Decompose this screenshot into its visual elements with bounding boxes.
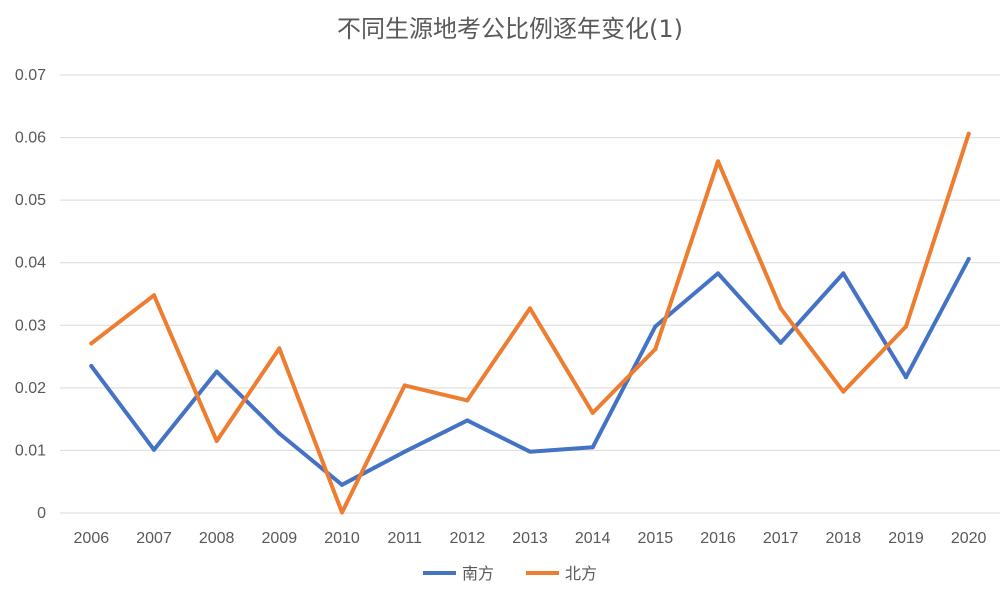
y-tick-label: 0.07	[15, 67, 46, 84]
data-point	[904, 324, 908, 329]
data-point	[841, 389, 846, 394]
y-tick-label: 0	[37, 505, 46, 522]
data-point	[402, 383, 407, 388]
x-tick-label: 2018	[826, 530, 862, 547]
data-point	[590, 445, 595, 450]
data-point	[152, 293, 156, 298]
legend: 南方 北方	[423, 564, 597, 583]
x-tick-label: 2011	[387, 530, 422, 547]
y-tick-label: 0.03	[15, 317, 46, 334]
data-point	[89, 341, 94, 346]
data-point	[152, 447, 156, 452]
data-point	[277, 431, 282, 436]
y-tick-label: 0.01	[15, 442, 46, 459]
x-tick-label: 2014	[575, 530, 611, 547]
data-point	[465, 418, 470, 423]
data-point	[966, 131, 971, 136]
x-tick-label: 2017	[763, 530, 799, 547]
x-tick-label: 2019	[888, 530, 924, 547]
series-lines	[89, 131, 971, 515]
data-point	[214, 369, 219, 374]
x-tick-label: 2015	[638, 530, 674, 547]
data-point	[89, 363, 94, 368]
x-tick-label: 2012	[450, 530, 486, 547]
data-point	[653, 324, 658, 329]
y-tick-label: 0.04	[15, 255, 46, 272]
grid-lines	[60, 74, 1000, 514]
chart-title: 不同生源地考公比例逐年变化(1)	[337, 15, 683, 43]
x-tick-label: 2009	[262, 530, 298, 547]
x-tick-label: 2006	[74, 530, 110, 547]
x-tick-label: 2008	[199, 530, 235, 547]
y-tick-label: 0.05	[15, 192, 46, 209]
x-tick-label: 2010	[324, 530, 360, 547]
legend-label: 南方	[462, 564, 494, 583]
data-point	[214, 439, 219, 444]
data-point	[904, 375, 908, 380]
legend-label: 北方	[565, 564, 597, 583]
data-point	[402, 449, 407, 454]
data-point	[528, 449, 532, 454]
data-point	[966, 256, 971, 261]
data-point	[528, 306, 532, 311]
data-point	[465, 398, 470, 403]
data-point	[716, 159, 720, 164]
y-axis-ticks: 0 0.01 0.02 0.03 0.04 0.05 0.06 0.07	[15, 67, 46, 522]
y-tick-label: 0.06	[15, 130, 46, 147]
data-point	[340, 510, 344, 515]
data-point	[590, 410, 595, 415]
x-tick-label: 2020	[951, 530, 987, 547]
data-point	[653, 347, 658, 352]
data-point	[841, 271, 846, 276]
data-point	[778, 340, 783, 345]
data-point	[778, 306, 783, 311]
x-tick-label: 2016	[700, 530, 736, 547]
data-point	[340, 482, 344, 487]
y-tick-label: 0.02	[15, 380, 46, 397]
x-tick-label: 2007	[136, 530, 172, 547]
x-axis-ticks: 2006 2007 2008 2009 2010 2011 2012 2013 2014 2015…	[74, 530, 987, 547]
x-tick-label: 2013	[512, 530, 548, 547]
series-line-1	[89, 131, 971, 515]
data-point	[716, 271, 720, 276]
data-point	[277, 346, 282, 351]
